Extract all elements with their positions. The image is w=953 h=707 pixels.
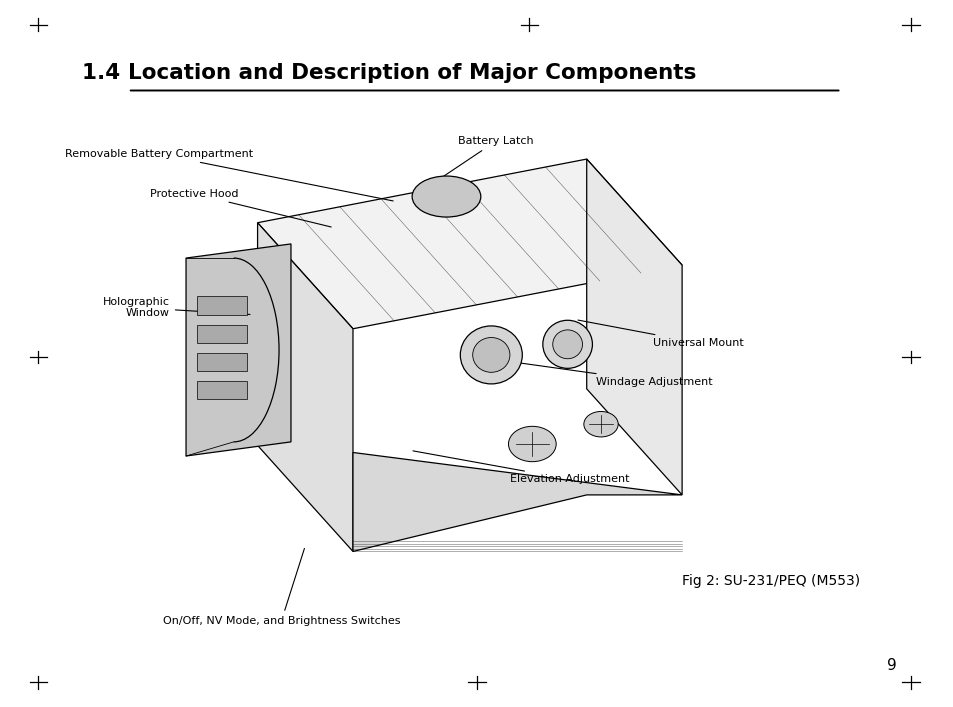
Polygon shape [186, 244, 291, 456]
Ellipse shape [472, 337, 509, 373]
Polygon shape [257, 159, 681, 329]
Ellipse shape [459, 326, 522, 384]
Bar [197, 296, 247, 315]
Text: Holographic
Window: Holographic Window [103, 297, 250, 318]
Bar [197, 325, 247, 343]
Bar [197, 353, 247, 371]
Text: Removable Battery Compartment: Removable Battery Compartment [65, 149, 393, 201]
Text: 1.4: 1.4 [82, 64, 135, 83]
Text: On/Off, NV Mode, and Brightness Switches: On/Off, NV Mode, and Brightness Switches [163, 549, 399, 626]
Text: 9: 9 [886, 658, 896, 674]
Text: Battery Latch: Battery Latch [442, 136, 533, 177]
Text: Elevation Adjustment: Elevation Adjustment [413, 451, 629, 484]
Circle shape [583, 411, 618, 437]
Text: Fig 2: SU-231/PEQ (M553): Fig 2: SU-231/PEQ (M553) [681, 574, 860, 588]
Text: Windage Adjustment: Windage Adjustment [505, 361, 712, 387]
Polygon shape [257, 223, 353, 551]
Text: Location and Description of Major Components: Location and Description of Major Compon… [128, 64, 696, 83]
Polygon shape [353, 452, 681, 551]
Bar [197, 381, 247, 399]
Ellipse shape [542, 320, 592, 368]
Text: Universal Mount: Universal Mount [578, 320, 743, 348]
Polygon shape [586, 159, 681, 495]
Text: Protective Hood: Protective Hood [150, 189, 331, 227]
Ellipse shape [552, 330, 582, 358]
Circle shape [508, 426, 556, 462]
Ellipse shape [412, 176, 480, 217]
